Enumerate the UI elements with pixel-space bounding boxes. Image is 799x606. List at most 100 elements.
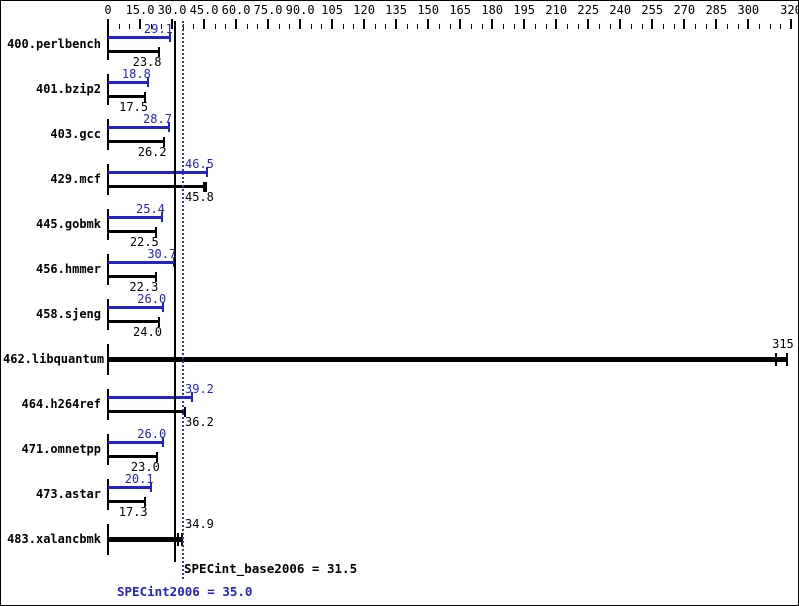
base-bar-end-cap [154, 272, 157, 282]
x-axis-major-tick [299, 19, 302, 29]
benchmark-name-label: 400.perlbench [7, 37, 101, 51]
x-axis-major-tick [619, 19, 622, 29]
merged-value-label: 34.9 [185, 517, 214, 531]
x-axis-major-tick [203, 19, 206, 29]
merged-base-peak-bar [108, 537, 183, 542]
x-axis-minor-tick [769, 24, 771, 29]
base-value-label: 23.8 [132, 55, 162, 69]
x-axis-minor-tick [726, 24, 728, 29]
x-axis-tick-label: 0 [104, 3, 112, 17]
x-axis-major-tick [235, 19, 238, 29]
x-axis-tick-label: 15.0 [125, 3, 155, 17]
x-axis-minor-tick [225, 24, 227, 29]
peak-value-label: 25.4 [136, 202, 165, 216]
peak-bar-end-cap [147, 77, 150, 87]
x-axis-minor-tick [577, 24, 579, 29]
specint2006-summary-label: SPECint2006 = 35.0 [117, 584, 253, 599]
x-axis-major-tick [747, 19, 750, 29]
base-value-label: 23.0 [130, 460, 160, 474]
base-bar-end-cap [184, 407, 187, 417]
base-bar-end-cap [144, 92, 147, 102]
peak-value-label: 29.1 [143, 22, 173, 36]
base-bar-end-cap [143, 497, 146, 507]
x-axis-minor-tick [214, 24, 216, 29]
x-axis-minor-tick [342, 24, 344, 29]
peak-value-label: 46.5 [185, 157, 214, 171]
x-axis-tick-label: 60.0 [221, 3, 251, 17]
x-axis-minor-tick [374, 24, 376, 29]
x-axis-tick-label: 180 [481, 3, 504, 17]
base-value-label: 17.5 [119, 100, 149, 114]
x-axis-major-tick [459, 19, 462, 29]
peak-bar [108, 81, 149, 84]
base-value-label: 26.2 [137, 145, 167, 159]
x-axis-major-tick [427, 19, 430, 29]
x-axis-minor-tick [598, 24, 600, 29]
x-axis-minor-tick [694, 24, 696, 29]
x-axis-major-tick [651, 19, 654, 29]
x-axis-minor-tick [150, 24, 152, 29]
x-axis-tick-label: 300 [737, 3, 760, 17]
x-axis-minor-tick [257, 24, 259, 29]
base-bar [108, 140, 164, 143]
base-run-mark [202, 182, 205, 192]
x-axis-tick-label: 285 [705, 3, 728, 17]
x-axis-tick-label: 240 [609, 3, 632, 17]
x-axis-minor-tick [118, 24, 120, 29]
peak-bar [108, 36, 171, 39]
row-axis-bracket [107, 164, 109, 195]
peak-value-label: 26.0 [137, 292, 167, 306]
base-bar-end-cap [155, 227, 158, 237]
base-bar-end-cap [156, 452, 159, 462]
peak-bar-end-cap [168, 122, 171, 132]
benchmark-name-label: 473.astar [35, 487, 101, 501]
x-axis-minor-tick [566, 24, 568, 29]
benchmark-name-label: 456.hmmer [35, 262, 101, 276]
x-axis-minor-tick [662, 24, 664, 29]
x-axis-minor-tick [278, 24, 280, 29]
x-axis-tick-label: 45.0 [189, 3, 219, 17]
x-axis-major-tick [683, 19, 686, 29]
x-axis-tick-label: 105 [321, 3, 343, 17]
base-bar [108, 320, 160, 323]
x-axis-minor-tick [641, 24, 643, 29]
x-axis-tick-label: 165 [449, 3, 472, 17]
base-bar [108, 185, 206, 188]
x-axis-minor-tick [758, 24, 760, 29]
x-axis-tick-label: 195 [513, 3, 536, 17]
benchmark-name-label: 464.h264ref [21, 397, 101, 411]
x-axis-major-tick [331, 19, 334, 29]
peak-bar [108, 441, 164, 444]
base-bar [108, 500, 145, 503]
base-value-label: 17.3 [118, 505, 148, 519]
base-bar-end-cap [162, 137, 165, 147]
base-mean-reference-line [174, 21, 177, 562]
base-value-label: 36.2 [185, 415, 214, 429]
x-axis-tick-label: 120 [353, 3, 375, 17]
base-bar [108, 455, 158, 458]
peak-value-label: 28.7 [143, 112, 172, 126]
x-axis-minor-tick [353, 24, 355, 29]
peak-bar-end-cap [169, 32, 172, 42]
x-axis-major-tick [139, 19, 142, 29]
x-axis-minor-tick [513, 24, 515, 29]
merged-value-label: 315 [772, 337, 794, 351]
x-axis-tick-label: 135 [385, 3, 407, 17]
x-axis-minor-tick [129, 24, 131, 29]
x-axis-major-tick [171, 19, 174, 29]
x-axis-minor-tick [449, 24, 451, 29]
row-axis-bracket [107, 479, 109, 510]
row-axis-bracket [107, 74, 109, 105]
x-axis-minor-tick [470, 24, 472, 29]
peak-bar-end-cap [162, 437, 165, 447]
peak-bar [108, 216, 163, 219]
base-bar-end-cap [158, 317, 161, 327]
peak-bar-end-cap [149, 482, 152, 492]
base-bar [108, 410, 186, 413]
x-axis-minor-tick [609, 24, 611, 29]
x-axis-major-tick [267, 19, 270, 29]
peak-bar [108, 171, 208, 174]
x-axis-tick-label: 90.0 [285, 3, 315, 17]
benchmark-name-label: 483.xalancbmk [7, 532, 101, 546]
peak-bar-end-cap [161, 212, 164, 222]
